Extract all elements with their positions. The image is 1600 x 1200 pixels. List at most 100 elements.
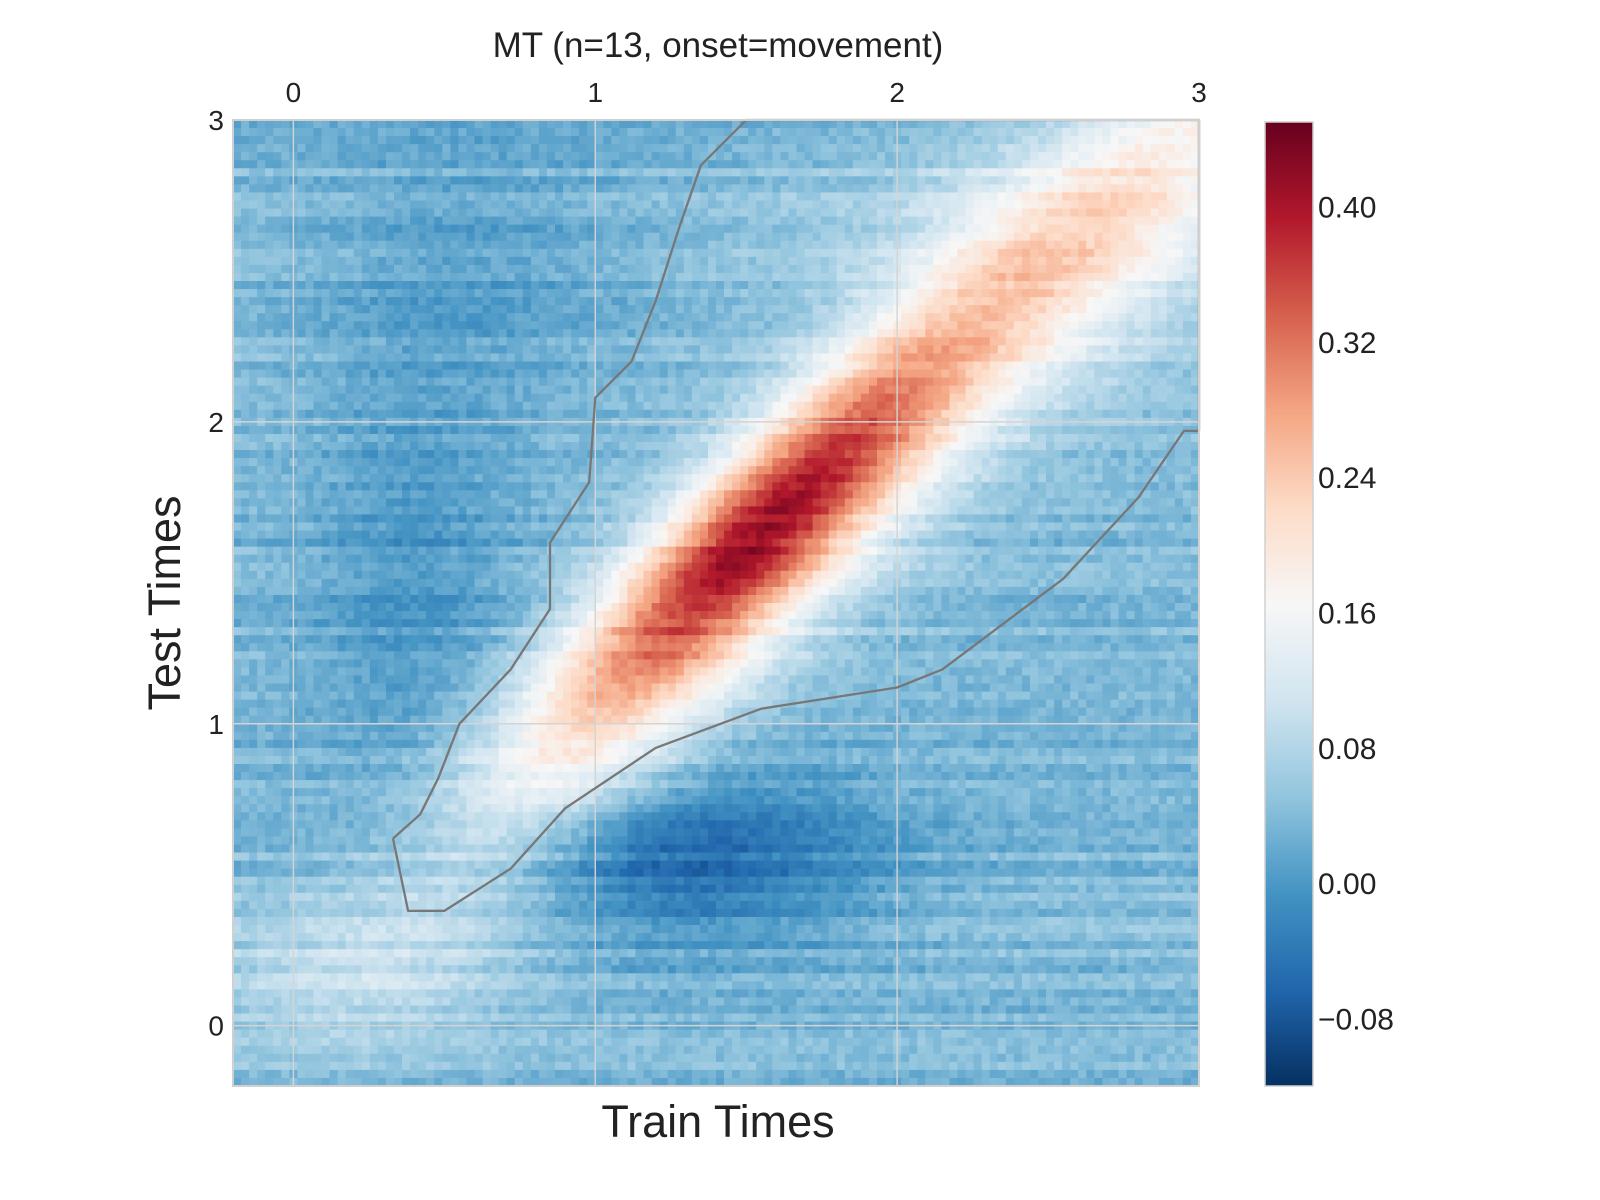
heatmap-cell — [587, 232, 596, 242]
heatmap-cell — [281, 128, 290, 137]
heatmap-cell — [1102, 281, 1112, 290]
heatmap-cell — [1174, 240, 1184, 250]
heatmap-cell — [844, 200, 854, 210]
heatmap-cell — [249, 272, 258, 282]
heatmap-cell — [780, 120, 790, 129]
heatmap-cell — [369, 216, 379, 226]
heatmap-cell — [1070, 409, 1079, 419]
heatmap-cell — [925, 168, 934, 177]
heatmap-cell — [796, 136, 806, 145]
heatmap-cell — [1190, 329, 1200, 338]
heatmap-cell — [281, 409, 290, 419]
heatmap-cell — [627, 136, 637, 145]
heatmap-cell — [619, 337, 629, 346]
heatmap-cell — [1005, 208, 1015, 218]
heatmap-cell — [949, 409, 959, 419]
heatmap-cell — [1021, 152, 1031, 161]
heatmap-cell — [1182, 345, 1192, 355]
heatmap-cell — [369, 144, 379, 153]
heatmap-cell — [820, 329, 830, 338]
heatmap-cell — [297, 152, 307, 161]
heatmap-cell — [490, 136, 500, 145]
heatmap-cell — [917, 313, 926, 322]
heatmap-cell — [989, 152, 999, 161]
heatmap-cell — [458, 264, 468, 274]
heatmap-cell — [925, 216, 934, 226]
heatmap-cell — [530, 329, 540, 338]
heatmap-cell — [281, 450, 290, 459]
heatmap-cell — [1150, 200, 1160, 210]
heatmap-cell — [852, 224, 862, 234]
heatmap-cell — [571, 321, 580, 330]
heatmap-cell — [482, 208, 492, 218]
heatmap-cell — [1150, 361, 1160, 371]
heatmap-cell — [780, 433, 790, 443]
heatmap-cell — [1118, 433, 1128, 443]
heatmap-cell — [1094, 184, 1103, 194]
heatmap-cell — [619, 297, 629, 306]
heatmap-cell — [233, 297, 242, 306]
heatmap-cell — [691, 442, 701, 451]
heatmap-cell — [595, 369, 604, 379]
heatmap-cell — [450, 305, 459, 314]
heatmap-cell — [506, 313, 516, 322]
heatmap-cell — [619, 321, 629, 330]
heatmap-cell — [683, 272, 693, 282]
heatmap-cell — [1046, 208, 1055, 218]
heatmap-cell — [941, 305, 951, 314]
heatmap-cell — [868, 208, 878, 218]
heatmap-cell — [273, 297, 282, 306]
heatmap-cell — [804, 248, 814, 258]
heatmap-cell — [394, 240, 403, 250]
heatmap-cell — [402, 208, 411, 218]
heatmap-cell — [764, 208, 773, 218]
heatmap-cell — [1174, 289, 1184, 298]
heatmap-cell — [442, 200, 451, 210]
heatmap-cell — [522, 393, 532, 403]
heatmap-cell — [820, 216, 830, 226]
heatmap-cell — [249, 361, 258, 371]
heatmap-cell — [885, 385, 894, 395]
heatmap-cell — [361, 361, 371, 371]
heatmap-cell — [917, 377, 926, 387]
heatmap-cell — [724, 208, 733, 218]
heatmap-cell — [506, 248, 516, 258]
heatmap-cell — [1158, 361, 1168, 371]
heatmap-cell — [249, 264, 258, 274]
heatmap-cell — [957, 369, 967, 379]
heatmap-cell — [603, 361, 612, 371]
heatmap-cell — [716, 377, 725, 387]
heatmap-cell — [860, 361, 870, 371]
heatmap-cell — [691, 329, 701, 338]
heatmap-cell — [265, 329, 274, 338]
heatmap-cell — [538, 120, 548, 129]
heatmap-cell — [353, 337, 363, 346]
heatmap-cell — [563, 401, 572, 411]
heatmap-cell — [796, 329, 806, 338]
heatmap-cell — [1086, 289, 1095, 298]
heatmap-cell — [756, 433, 765, 443]
heatmap-cell — [377, 256, 387, 266]
heatmap-cell — [1110, 184, 1120, 194]
heatmap-cell — [1046, 409, 1055, 419]
heatmap-cell — [273, 248, 282, 258]
heatmap-cell — [740, 401, 749, 411]
heatmap-cell — [546, 200, 556, 210]
heatmap-cell — [522, 144, 532, 153]
heatmap-cell — [1134, 192, 1144, 202]
heatmap-cell — [973, 442, 983, 451]
heatmap-cell — [716, 361, 725, 371]
heatmap-cell — [1118, 329, 1128, 338]
heatmap-cell — [1029, 289, 1039, 298]
heatmap-cell — [394, 377, 403, 387]
heatmap-cell — [337, 450, 347, 459]
heatmap-cell — [675, 442, 685, 451]
heatmap-cell — [917, 409, 926, 419]
heatmap-cell — [402, 385, 411, 395]
heatmap-cell — [353, 176, 363, 185]
heatmap-cell — [716, 128, 725, 137]
heatmap-cell — [909, 345, 918, 355]
heatmap-cell — [989, 256, 999, 266]
heatmap-cell — [796, 128, 806, 137]
heatmap-cell — [1134, 256, 1144, 266]
